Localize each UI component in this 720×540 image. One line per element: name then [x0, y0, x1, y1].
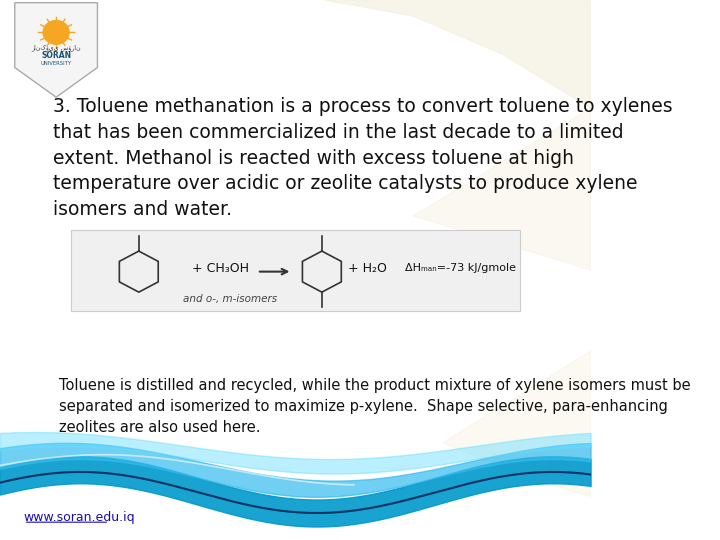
Text: UNIVERSITY: UNIVERSITY [40, 61, 72, 66]
Text: ΔHₘₐₙ=-73 kJ/gmole: ΔHₘₐₙ=-73 kJ/gmole [405, 264, 516, 273]
FancyBboxPatch shape [71, 230, 520, 310]
Text: + H₂O: + H₂O [348, 262, 387, 275]
Text: + CH₃OH: + CH₃OH [192, 262, 249, 275]
Polygon shape [413, 108, 590, 270]
Circle shape [43, 21, 69, 44]
Text: رانکۆیی سۆران: رانکۆیی سۆران [31, 44, 81, 51]
Text: www.soran.edu.iq: www.soran.edu.iq [24, 511, 135, 524]
Text: and o-, m-isomers: and o-, m-isomers [184, 294, 277, 303]
Polygon shape [443, 351, 590, 497]
Text: 3. Toluene methanation is a process to convert toluene to xylenes
that has been : 3. Toluene methanation is a process to c… [53, 97, 672, 219]
Polygon shape [15, 3, 97, 97]
Polygon shape [325, 0, 590, 108]
Text: SORAN: SORAN [41, 51, 71, 60]
Text: Toluene is distilled and recycled, while the product mixture of xylene isomers m: Toluene is distilled and recycled, while… [59, 378, 690, 435]
